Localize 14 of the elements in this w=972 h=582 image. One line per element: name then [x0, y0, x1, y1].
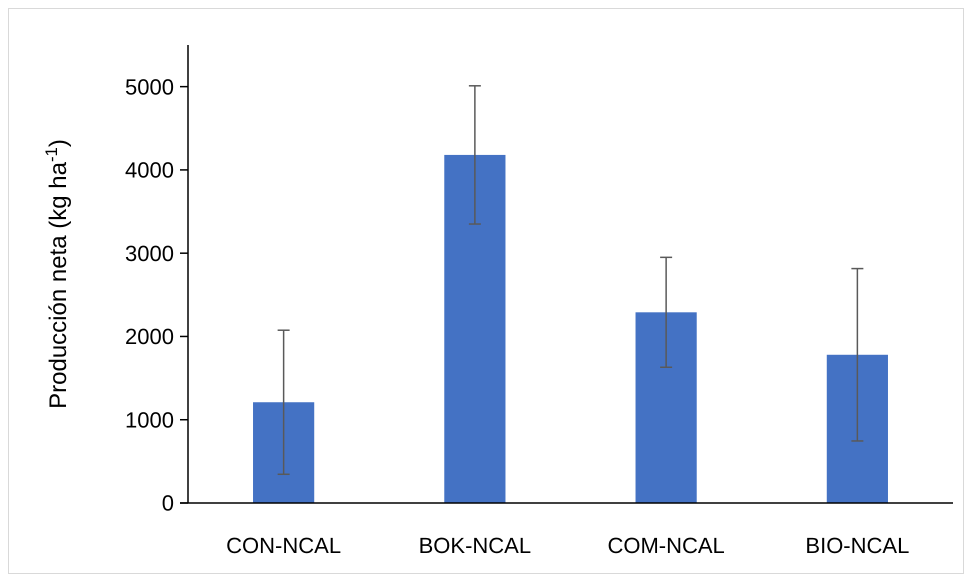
bar — [444, 154, 506, 503]
x-tick-label: BOK-NCAL — [418, 533, 532, 558]
x-tick-label: COM-NCAL — [607, 533, 725, 558]
y-tick-label: 5000 — [125, 74, 174, 100]
y-tick-label: 2000 — [125, 324, 174, 350]
bar — [826, 354, 888, 503]
bar — [636, 312, 697, 503]
x-tick-label: CON-NCAL — [226, 533, 342, 558]
y-tick-label: 4000 — [125, 158, 174, 183]
y-tick-label: 0 — [162, 490, 174, 516]
x-tick-label: BIO-NCAL — [805, 533, 910, 558]
bar — [253, 402, 314, 503]
y-tick-label: 3000 — [125, 240, 174, 266]
y-tick-label: 1000 — [125, 407, 174, 432]
